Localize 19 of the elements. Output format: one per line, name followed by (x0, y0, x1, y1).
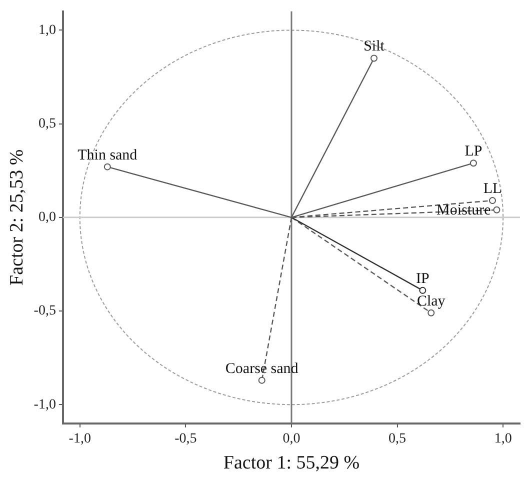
series-label: LP (464, 144, 482, 160)
series-label: LL (483, 180, 502, 197)
series-label: Thin sand (78, 147, 138, 164)
series-label: Moisture (436, 202, 492, 218)
x-axis-title: Factor 1: 55,29 % (223, 452, 360, 474)
y-tick-label: 0,5 (38, 116, 56, 132)
series-label: Silt (364, 38, 386, 55)
y-axis-title: Factor 2: 25,53 % (6, 149, 28, 286)
series-label: IP (416, 270, 430, 287)
x-tick-label: 0,0 (282, 431, 300, 446)
x-tick-label: -1,0 (68, 431, 91, 446)
series-label: Clay (416, 293, 446, 310)
x-tick-label: 0,5 (388, 431, 406, 446)
y-tick-label: 0,0 (38, 210, 56, 226)
y-tick-label: 1,0 (38, 22, 56, 38)
y-tick-label: -1,0 (34, 397, 56, 412)
x-tick-label: -0,5 (174, 431, 197, 446)
y-tick-label: -0,5 (34, 304, 56, 319)
x-tick-label: 1,0 (494, 431, 512, 446)
